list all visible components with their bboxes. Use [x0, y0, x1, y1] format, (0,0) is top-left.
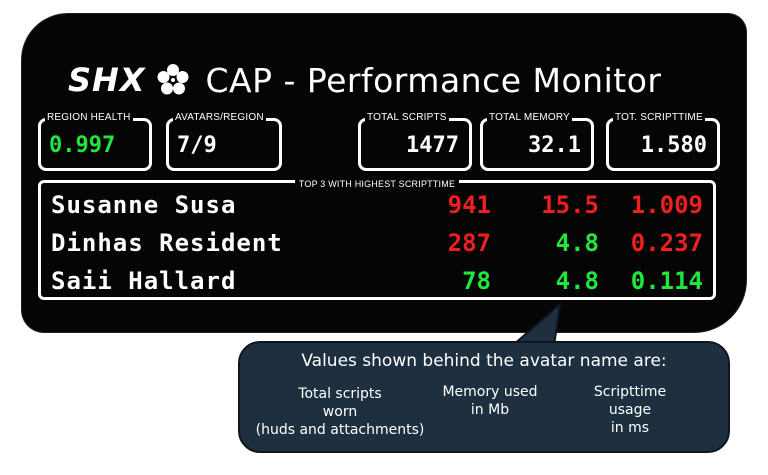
total-memory-value: 32.1 [528, 133, 581, 158]
memory-value: 4.8 [555, 229, 599, 257]
scripts-value: 941 [447, 191, 491, 219]
header: SHX CAP - Performance Monitor [68, 58, 661, 102]
scripts-value: 78 [462, 267, 491, 295]
total-memory-box: TOTAL MEMORY 32.1 [480, 112, 594, 171]
stat-label: REGION HEALTH [45, 112, 133, 123]
table-row: Dinhas Resident 287 4.8 0.237 [51, 225, 703, 259]
avatar-name: Dinhas Resident [51, 229, 283, 257]
memory-value: 15.5 [541, 191, 599, 219]
region-health-value: 0.997 [49, 133, 116, 158]
callout-col-memory: Memory used in Mb [442, 384, 538, 418]
callout-box: Values shown behind the avatar name are:… [238, 341, 730, 453]
total-scripts-value: 1477 [406, 133, 459, 158]
stat-label: AVATARS/REGION [173, 112, 266, 123]
avatar-name: Saii Hallard [51, 267, 237, 295]
brand-logo: SHX [68, 61, 146, 99]
table-row: Susanne Susa 941 15.5 1.009 [51, 187, 703, 221]
top3-label: TOP 3 WITH HIGHEST SCRIPTTIME [294, 179, 460, 189]
avatars-region-box: AVATARS/REGION 7/9 [166, 112, 282, 171]
memory-value: 4.8 [555, 267, 599, 295]
stat-label: TOT. SCRIPTTIME [613, 112, 705, 123]
total-scripts-box: TOTAL SCRIPTS 1477 [358, 112, 472, 171]
performance-monitor-panel: SHX CAP - Performance Monitor REGION HEA… [22, 14, 746, 332]
callout-col-scripts: Total scripts worn (huds and attachments… [255, 386, 425, 438]
scripttime-value: 1.009 [630, 191, 703, 219]
avatar-name: Susanne Susa [51, 191, 237, 219]
flower-icon [157, 64, 188, 95]
stat-label: TOTAL SCRIPTS [365, 112, 449, 123]
scripttime-value: 0.237 [630, 229, 703, 257]
app-title: CAP - Performance Monitor [205, 60, 662, 100]
total-scripttime-value: 1.580 [640, 133, 707, 158]
callout-col-scripttime: Scripttime usage in ms [593, 384, 667, 436]
table-row: Saii Hallard 78 4.8 0.114 [51, 263, 703, 297]
callout-title: Values shown behind the avatar name are: [301, 351, 667, 371]
top3-table: TOP 3 WITH HIGHEST SCRIPTTIME Susanne Su… [38, 179, 716, 300]
scripts-value: 287 [447, 229, 491, 257]
total-scripttime-box: TOT. SCRIPTTIME 1.580 [606, 112, 720, 171]
avatars-region-value: 7/9 [177, 133, 217, 158]
stat-label: TOTAL MEMORY [487, 112, 572, 123]
scripttime-value: 0.114 [630, 267, 703, 295]
region-health-box: REGION HEALTH 0.997 [38, 112, 152, 171]
